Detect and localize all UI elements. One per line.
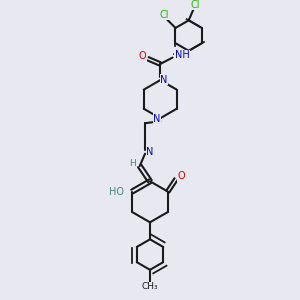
Text: Cl: Cl <box>160 10 169 20</box>
Text: O: O <box>139 51 146 62</box>
Text: O: O <box>177 171 185 181</box>
Text: H: H <box>129 159 136 168</box>
Text: NH: NH <box>175 50 190 60</box>
Text: N: N <box>153 114 160 124</box>
Text: Cl: Cl <box>191 0 200 10</box>
Text: CH₃: CH₃ <box>142 282 158 291</box>
Text: N: N <box>160 74 167 85</box>
Text: HO: HO <box>109 187 124 196</box>
Text: N: N <box>146 147 154 157</box>
